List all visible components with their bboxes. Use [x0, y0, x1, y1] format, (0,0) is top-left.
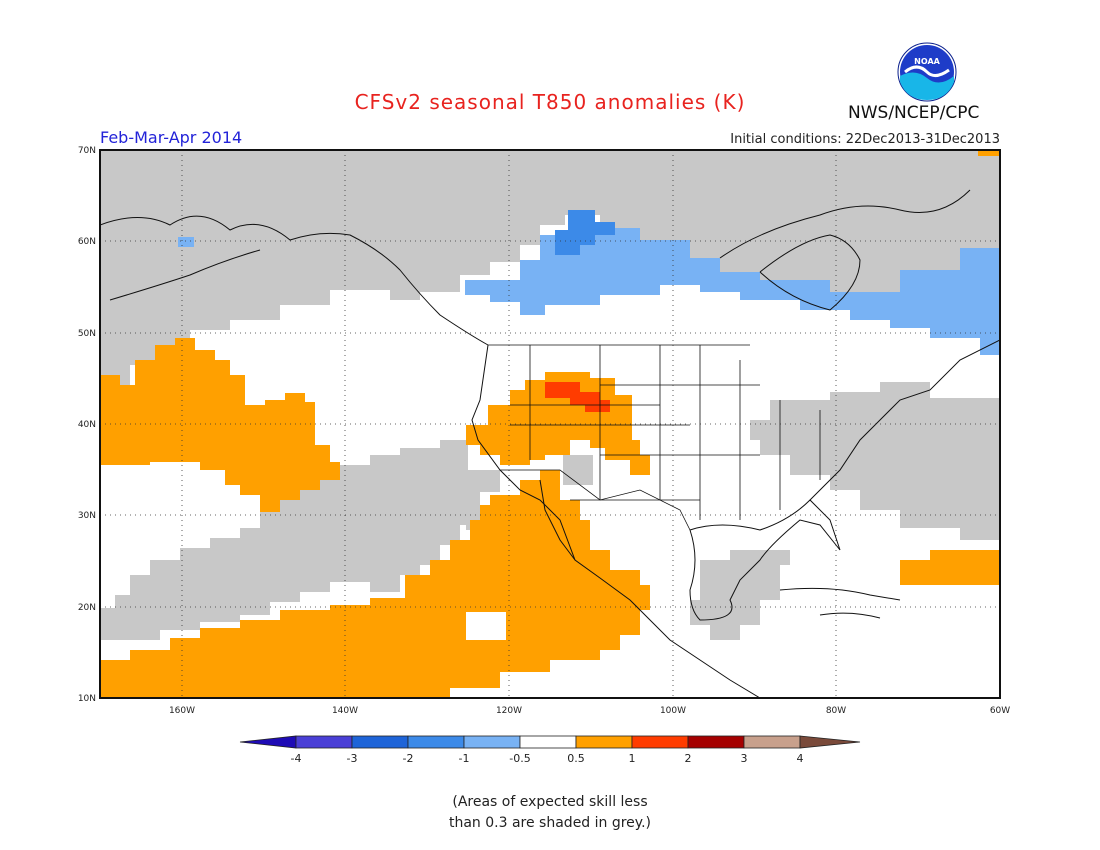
low-skill-regions	[100, 150, 1000, 640]
lat-label-10n: 10N	[78, 694, 96, 704]
warm-anomaly-regions	[100, 150, 1000, 698]
cool-hudson-core	[555, 210, 615, 255]
strong-warm-core	[545, 382, 610, 412]
lat-label-50n: 50N	[78, 329, 96, 339]
noaa-logo: NOAA	[897, 42, 957, 102]
grey-arctic-region	[100, 150, 1000, 390]
map-title: CFSv2 seasonal T850 anomalies (K)	[354, 90, 746, 114]
lat-label-20n: 20N	[78, 603, 96, 613]
lon-label-140w: 140W	[332, 706, 358, 716]
forecast-period: Feb-Mar-Apr 2014	[100, 128, 243, 147]
skill-note: (Areas of expected skill less than 0.3 a…	[448, 794, 651, 831]
cool-anomaly-regions	[178, 210, 1000, 355]
grey-gulf-region	[690, 550, 790, 640]
warm-north-pacific	[100, 338, 340, 512]
lon-label-120w: 120W	[496, 706, 522, 716]
political-borders	[488, 344, 821, 531]
lon-label-60w: 60W	[990, 706, 1010, 716]
warm-western-atlantic	[900, 550, 1000, 585]
noaa-logo-text: NOAA	[914, 57, 940, 66]
lon-label-100w: 100W	[660, 706, 686, 716]
lon-label-80w: 80W	[826, 706, 846, 716]
cool-canada-band	[465, 228, 1000, 355]
map-frame	[99, 149, 1001, 699]
grey-rockies-patch	[563, 455, 593, 485]
lat-lon-grid	[100, 150, 1000, 698]
grey-east-pacific	[100, 440, 500, 640]
lat-label-40n: 40N	[78, 420, 96, 430]
warm-western-us	[466, 372, 650, 475]
initial-conditions: Initial conditions: 22Dec2013-31Dec2013	[730, 132, 1000, 147]
lat-label-60n: 60N	[78, 237, 96, 247]
lon-label-160w: 160W	[169, 706, 195, 716]
white-gap-pacific	[466, 612, 506, 640]
grey-eastern-us	[750, 382, 1000, 540]
lat-label-30n: 30N	[78, 511, 96, 521]
coastlines	[100, 189, 1000, 698]
lat-label-70n: 70N	[78, 146, 96, 156]
agency-label: NWS/NCEP/CPC	[848, 103, 980, 123]
warm-arctic-corner	[978, 150, 1000, 156]
cool-alaska-spot	[178, 237, 194, 247]
warm-subtropical-pacific	[100, 470, 650, 698]
